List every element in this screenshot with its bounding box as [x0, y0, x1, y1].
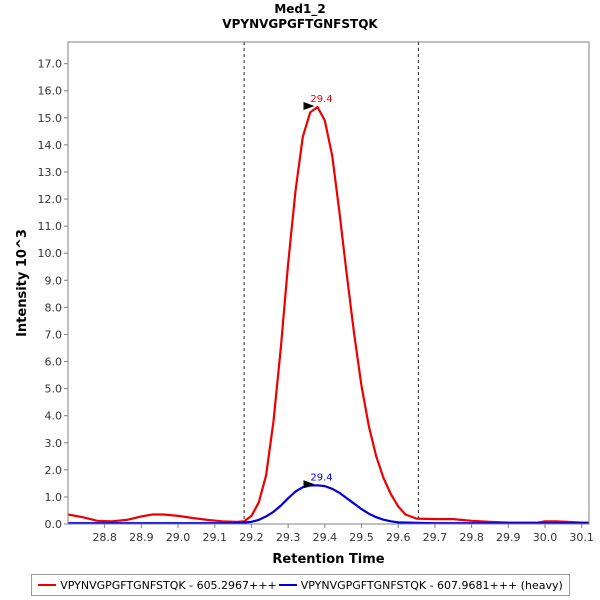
- x-tick-label: 29.1: [203, 531, 228, 544]
- y-tick-label: 6.0: [45, 356, 63, 369]
- x-tick-label: 30.0: [533, 531, 558, 544]
- peak-label: 29.4: [310, 472, 332, 483]
- x-tick-label: 29.0: [166, 531, 191, 544]
- y-tick-label: 7.0: [45, 328, 63, 341]
- peak-marker: [303, 101, 315, 110]
- y-tick-label: 14.0: [38, 139, 63, 152]
- x-tick-label: 29.9: [496, 531, 521, 544]
- series-line-light: [67, 105, 589, 524]
- x-tick-label: 29.3: [276, 531, 301, 544]
- y-axis-label: Intensity 10^3: [15, 229, 30, 337]
- y-tick-label: 8.0: [45, 301, 63, 314]
- series-line-heavy: [68, 484, 589, 525]
- y-axis-ticks: 0.0 1.0 2.0 3.0 4.0 5.0 6.0 7.0 8.0 9.0 10.0 11.0 12…: [38, 58, 68, 531]
- x-axis-ticks: 28.8 28.9 29.0 29.1 29.2 29.3 29.4 29.5 29.6 29.7…: [92, 524, 594, 544]
- plot-area: [67, 41, 590, 525]
- x-tick-label: 29.4: [313, 531, 338, 544]
- legend: VPYNVGPGFTGNFSTQK - 605.2967+++ VPYNVGPG…: [31, 574, 570, 596]
- y-tick-label: 12.0: [38, 193, 63, 206]
- x-tick-label: 30.1: [569, 531, 594, 544]
- x-tick-label: 29.7: [423, 531, 448, 544]
- y-tick-label: 3.0: [45, 437, 63, 450]
- x-tick-label: 29.5: [349, 531, 374, 544]
- y-tick-label: 5.0: [45, 383, 63, 396]
- y-tick-label: 16.0: [38, 85, 63, 98]
- x-tick-label: 29.6: [386, 531, 411, 544]
- integration-boundaries: [243, 42, 419, 524]
- x-tick-label: 29.8: [459, 531, 484, 544]
- x-tick-label: 28.8: [92, 531, 117, 544]
- peak-annotations: 29.4 29.4: [303, 94, 333, 489]
- legend-swatch-red: [38, 584, 57, 586]
- chart: 0.0 1.0 2.0 3.0 4.0 5.0 6.0 7.0 8.0 9.0 10.0 11.0 12…: [15, 41, 594, 567]
- y-tick-label: 13.0: [38, 166, 63, 179]
- peak-label: 29.4: [310, 94, 332, 105]
- series-lines: [67, 105, 589, 525]
- y-tick-label: 2.0: [45, 464, 63, 477]
- x-tick-label: 28.9: [129, 531, 154, 544]
- y-tick-label: 4.0: [45, 410, 63, 423]
- legend-item-heavy: VPYNVGPGFTGNFSTQK - 607.9681+++ (heavy): [278, 578, 563, 592]
- x-axis-label: Retention Time: [272, 552, 384, 567]
- legend-label: VPYNVGPGFTGNFSTQK - 605.2967+++: [60, 578, 277, 592]
- y-tick-label: 0.0: [45, 518, 63, 531]
- y-tick-label: 9.0: [45, 274, 63, 287]
- y-tick-label: 15.0: [38, 112, 63, 125]
- x-tick-label: 29.2: [239, 531, 264, 544]
- legend-label: VPYNVGPGFTGNFSTQK - 607.9681+++ (heavy): [300, 578, 563, 592]
- legend-item-light: VPYNVGPGFTGNFSTQK - 605.2967+++: [38, 578, 277, 592]
- chart-subtitle: VPYNVGPGFTGNFSTQK: [222, 17, 378, 31]
- chart-title: Med1_2: [274, 2, 326, 16]
- y-tick-label: 17.0: [38, 58, 63, 71]
- y-tick-label: 1.0: [45, 491, 63, 504]
- peak-marker: [303, 480, 315, 489]
- legend-swatch-blue: [278, 584, 297, 586]
- y-tick-label: 11.0: [38, 220, 63, 233]
- y-tick-label: 10.0: [38, 247, 63, 260]
